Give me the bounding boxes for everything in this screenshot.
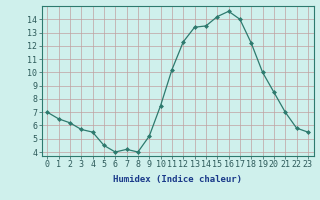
X-axis label: Humidex (Indice chaleur): Humidex (Indice chaleur)	[113, 175, 242, 184]
